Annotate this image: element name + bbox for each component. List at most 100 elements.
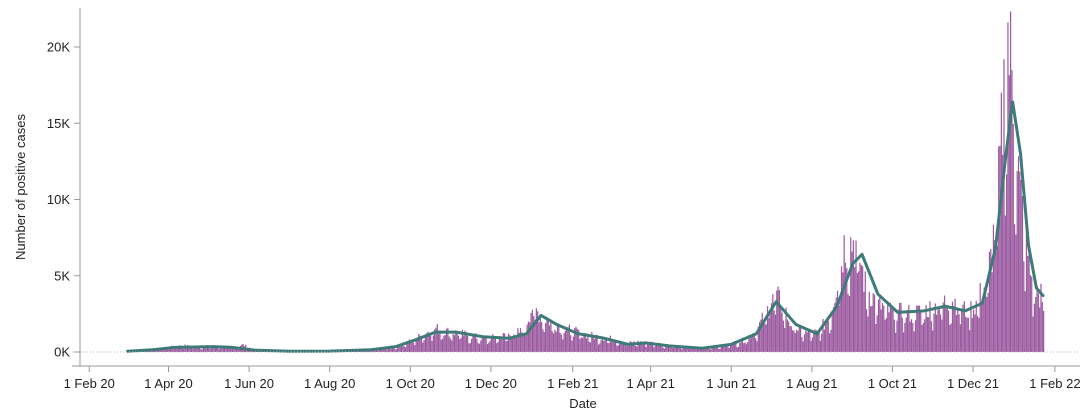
bar	[967, 317, 969, 352]
bar	[646, 342, 648, 352]
bar	[649, 344, 651, 352]
bar	[431, 340, 433, 352]
bar	[550, 320, 552, 352]
bar	[226, 346, 228, 352]
bar	[715, 345, 717, 352]
bar	[836, 290, 839, 352]
bar	[691, 348, 693, 352]
bar	[708, 348, 711, 352]
bar	[776, 290, 778, 352]
bar	[1023, 261, 1025, 352]
bar	[539, 315, 541, 352]
bar	[932, 330, 934, 352]
bar	[792, 330, 794, 352]
bar	[752, 333, 754, 352]
bar	[444, 334, 446, 352]
bar	[615, 342, 617, 352]
bar	[1020, 179, 1022, 352]
bar	[434, 329, 436, 352]
bar	[966, 317, 968, 352]
bar	[941, 319, 943, 352]
bar	[838, 305, 840, 352]
bar	[916, 305, 918, 352]
bar	[382, 349, 384, 352]
bar	[662, 347, 664, 352]
bar	[229, 348, 231, 352]
bar	[160, 348, 162, 352]
x-tick-label: 1 Aug 20	[304, 376, 355, 391]
bar	[714, 348, 716, 352]
bar	[712, 347, 714, 352]
bar	[902, 332, 905, 352]
bar	[818, 329, 820, 352]
bar	[810, 340, 812, 352]
bar	[866, 309, 868, 352]
bar	[217, 347, 219, 352]
bar	[685, 345, 687, 352]
bar	[206, 345, 209, 352]
x-tick-label: 1 Jun 20	[224, 376, 274, 391]
bar	[910, 319, 913, 352]
bar	[167, 347, 169, 352]
bar	[895, 332, 897, 352]
bar	[558, 326, 560, 352]
bar	[537, 311, 539, 352]
bar	[213, 345, 215, 352]
bar	[378, 348, 380, 352]
bar	[879, 296, 881, 352]
bar	[659, 345, 662, 352]
bar	[216, 346, 218, 352]
bar	[683, 346, 685, 352]
bar	[917, 305, 919, 352]
bar	[770, 303, 773, 352]
bar	[422, 342, 424, 352]
bar	[377, 350, 379, 352]
bar	[856, 273, 858, 352]
bar	[238, 348, 240, 352]
bar	[480, 340, 482, 352]
bar	[661, 344, 663, 352]
bar	[1027, 255, 1029, 352]
bar	[600, 340, 602, 352]
bar	[947, 310, 950, 352]
bar	[612, 340, 614, 352]
bar	[578, 330, 580, 352]
bar	[827, 320, 829, 352]
bar	[722, 346, 724, 352]
bar	[464, 330, 466, 352]
bar	[1041, 301, 1043, 352]
bar	[548, 325, 551, 352]
bar	[872, 293, 874, 352]
bar	[436, 323, 438, 352]
bar	[727, 346, 729, 352]
bar	[459, 339, 461, 352]
bar	[934, 303, 936, 352]
bar	[704, 347, 707, 352]
bar	[430, 335, 432, 352]
bar	[694, 347, 696, 352]
bar	[460, 337, 462, 352]
bar	[209, 348, 211, 352]
bar	[644, 344, 646, 352]
bar	[803, 334, 806, 352]
bar	[510, 337, 512, 352]
bar	[1024, 291, 1026, 352]
bar	[718, 348, 720, 352]
bar	[942, 302, 944, 352]
bar	[419, 335, 421, 352]
bar	[533, 316, 535, 352]
bar	[531, 309, 533, 352]
bar	[227, 348, 230, 352]
bar	[587, 333, 589, 352]
bar	[749, 338, 751, 352]
bar	[618, 343, 621, 352]
bar	[759, 322, 761, 352]
bar	[1035, 297, 1037, 352]
bar	[237, 348, 239, 352]
bar	[832, 307, 835, 352]
bar	[736, 347, 738, 352]
bar	[637, 340, 639, 352]
bar	[781, 312, 783, 352]
bar	[1016, 170, 1018, 352]
bar	[628, 343, 630, 352]
